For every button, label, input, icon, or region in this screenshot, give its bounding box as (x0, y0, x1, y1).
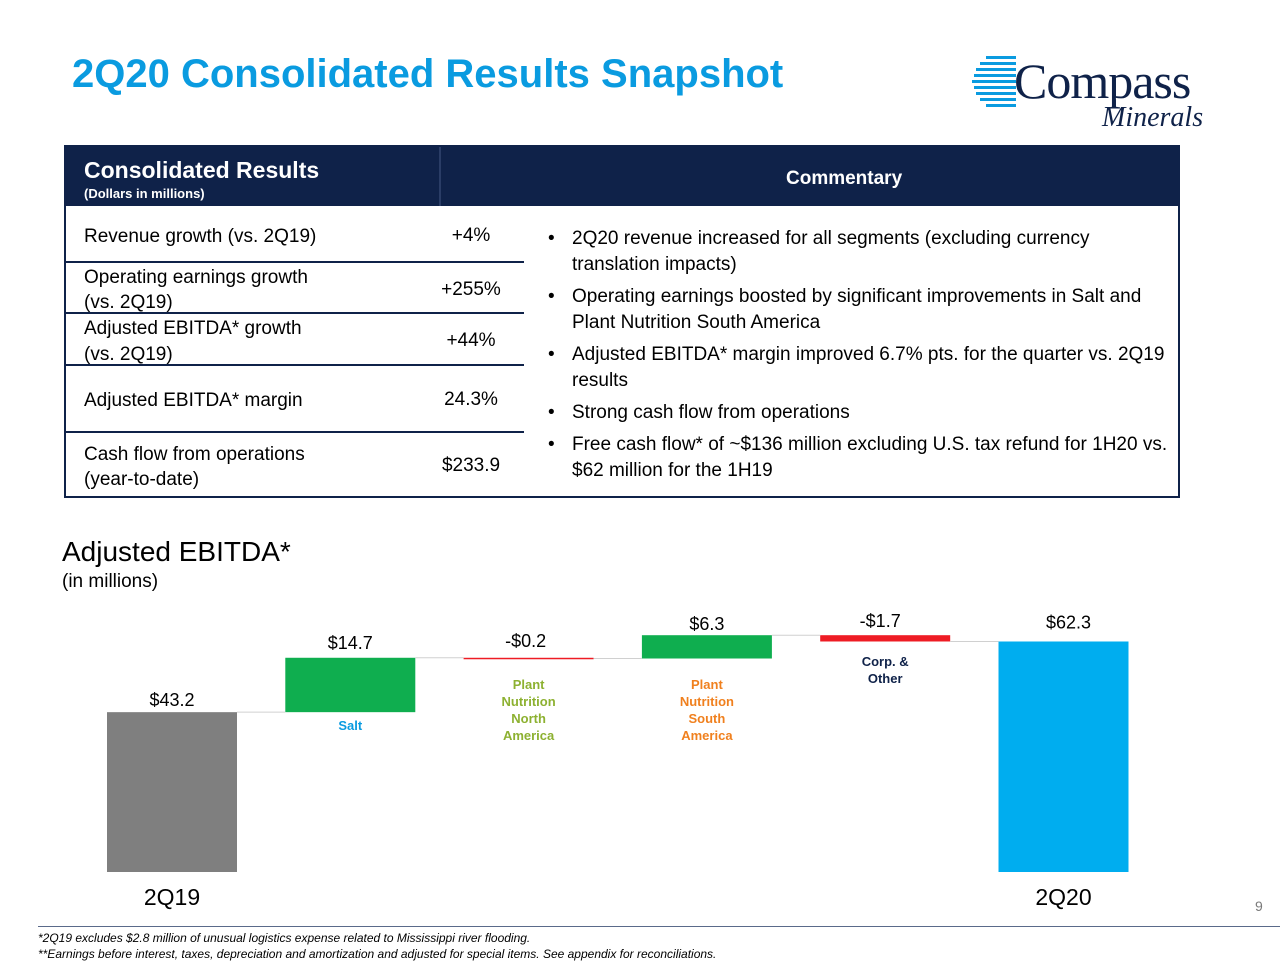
segment-label: North (511, 711, 546, 726)
segment-label: Other (868, 671, 903, 686)
table-title: Consolidated Results (84, 157, 320, 183)
axis-label: 2Q20 (1035, 884, 1091, 910)
bullet-icon: • (548, 286, 555, 307)
segment-label: South (688, 711, 725, 726)
value-label: $6.3 (689, 614, 724, 634)
chart-subtitle: (in millions) (62, 571, 159, 592)
table-header: Consolidated Results (Dollars in million… (66, 147, 1178, 206)
segment-label: America (503, 728, 555, 743)
waterfall-bar (463, 657, 594, 660)
row-label: Revenue growth (vs. 2Q19) (84, 226, 317, 247)
axis-label: 2Q19 (144, 884, 200, 910)
row-label-cont: (vs. 2Q19) (84, 344, 173, 365)
bullet-icon: • (548, 344, 555, 365)
bullet-icon: • (548, 402, 555, 423)
commentary-item: • Free cash flow* of ~$136 million exclud… (548, 434, 1168, 481)
value-label: $14.7 (328, 633, 373, 653)
commentary-title: Commentary (786, 168, 903, 189)
commentary-item: • Operating earnings boosted by significa… (548, 286, 1142, 333)
row-value: $233.9 (441, 455, 501, 476)
footnote: *2Q19 excludes $2.8 million of unusual l… (38, 931, 531, 945)
row-separator (66, 261, 524, 263)
segment-label: Plant (513, 677, 545, 692)
value-label: -$0.2 (505, 631, 546, 651)
commentary-item: • Strong cash flow from operations (536, 400, 1176, 426)
waterfall-bar (107, 712, 237, 872)
row-value: +4% (451, 225, 491, 246)
logo-wordmark: Compass (1014, 53, 1191, 109)
row-label: Adjusted EBITDA* growth (84, 318, 302, 339)
row-value: +44% (446, 330, 496, 351)
ebitda-waterfall-chart: $43.2 $14.7 -$0.2 $6.3 -$1.7 $62.3 Salt Plant Nu… (107, 611, 1129, 910)
row-separator (66, 431, 524, 433)
commentary-list: • 2Q20 revenue increased for all segments… (536, 226, 1176, 490)
page-number: 9 (1255, 898, 1263, 914)
logo-wordmark-sub: Minerals (1102, 102, 1204, 133)
compass-logo-icon (972, 56, 1016, 107)
commentary-item: • 2Q20 revenue increased for all segments… (548, 228, 1090, 275)
segment-label: America (681, 728, 733, 743)
segment-label: Salt (338, 718, 363, 733)
value-label: $43.2 (149, 690, 194, 710)
waterfall-bar (285, 657, 416, 713)
company-logo: Compass Minerals (972, 46, 1232, 138)
segment-label: Corp. & (862, 654, 909, 669)
chart-title: Adjusted EBITDA* (62, 536, 291, 567)
header-divider (439, 147, 441, 206)
waterfall-bar (820, 635, 951, 642)
value-label: -$1.7 (860, 611, 901, 631)
segment-label: Nutrition (680, 694, 734, 709)
commentary-item: • Adjusted EBITDA* margin improved 6.7% p… (548, 344, 1165, 391)
row-label: Adjusted EBITDA* margin (84, 390, 303, 411)
waterfall-bar (998, 641, 1129, 872)
results-table: Consolidated Results (Dollars in million… (64, 145, 1180, 498)
row-label-cont: (vs. 2Q19) (84, 292, 173, 313)
bullet-icon: • (548, 228, 555, 249)
waterfall-bar (641, 635, 772, 659)
bullet-icon: • (548, 434, 555, 455)
value-label: $62.3 (1046, 612, 1091, 632)
footer-divider (38, 926, 1280, 927)
row-label: Operating earnings growth (84, 267, 308, 288)
row-value: 24.3% (444, 389, 498, 410)
page-title: 2Q20 Consolidated Results Snapshot (72, 52, 784, 96)
row-value: +255% (441, 279, 501, 300)
segment-label: Plant (691, 677, 723, 692)
table-subtitle: (Dollars in millions) (84, 186, 205, 201)
row-label-cont: (year-to-date) (84, 469, 200, 490)
row-label: Cash flow from operations (84, 444, 305, 465)
footnote: **Earnings before interest, taxes, depre… (38, 947, 717, 961)
segment-label: Nutrition (502, 694, 556, 709)
row-separator (66, 364, 524, 366)
row-separator (66, 312, 524, 314)
